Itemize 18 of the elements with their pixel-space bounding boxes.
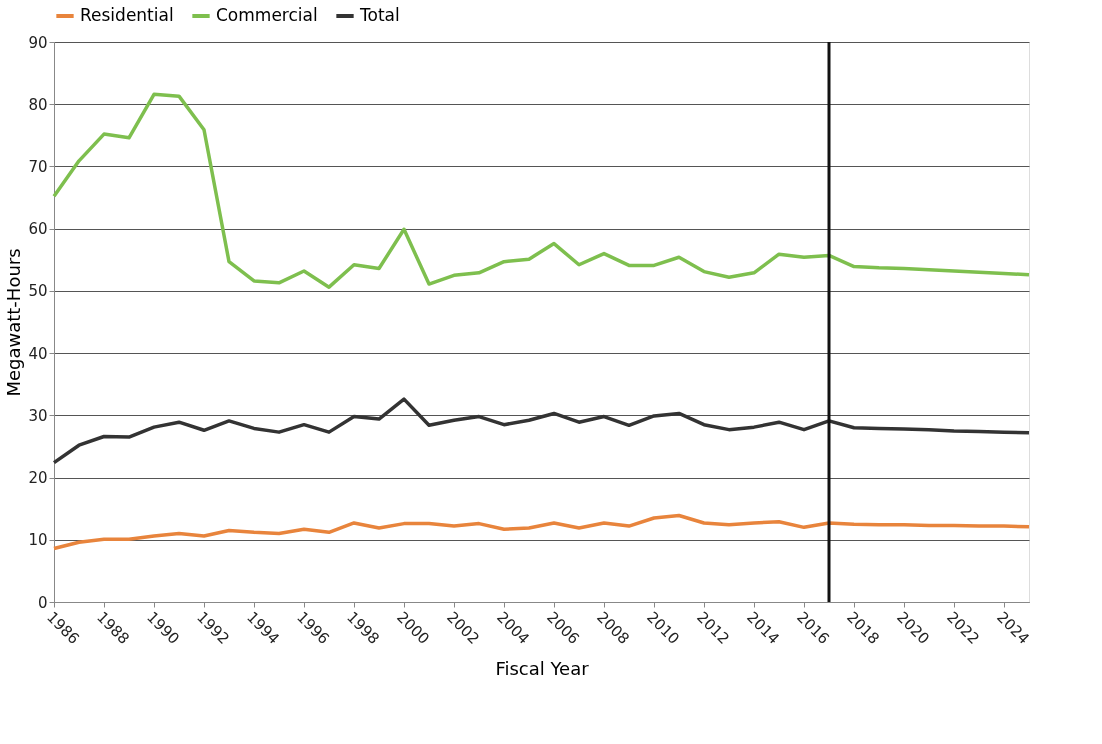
legend-label: Commercial [216,5,318,25]
line-series [52,397,1031,465]
y-tick-label: 50 [28,282,48,301]
y-tick-label: 40 [28,344,48,363]
y-axis-title: Megawatt-Hours [3,248,25,397]
y-tick-label: 0 [37,593,48,612]
y-tick-label: 80 [28,95,48,114]
line-series [52,92,1031,289]
y-tick-label: 70 [28,157,48,176]
y-tick-label: 30 [28,406,48,425]
y-tick-label: 20 [28,469,48,488]
y-tick-label: 10 [28,531,48,550]
x-axis-title: Fiscal Year [495,658,590,680]
y-tick-label: 60 [28,220,48,239]
y-tick-label: 90 [28,33,48,52]
legend-label: Total [359,5,400,25]
line-series [52,513,1031,551]
legend-label: Residential [80,5,174,25]
